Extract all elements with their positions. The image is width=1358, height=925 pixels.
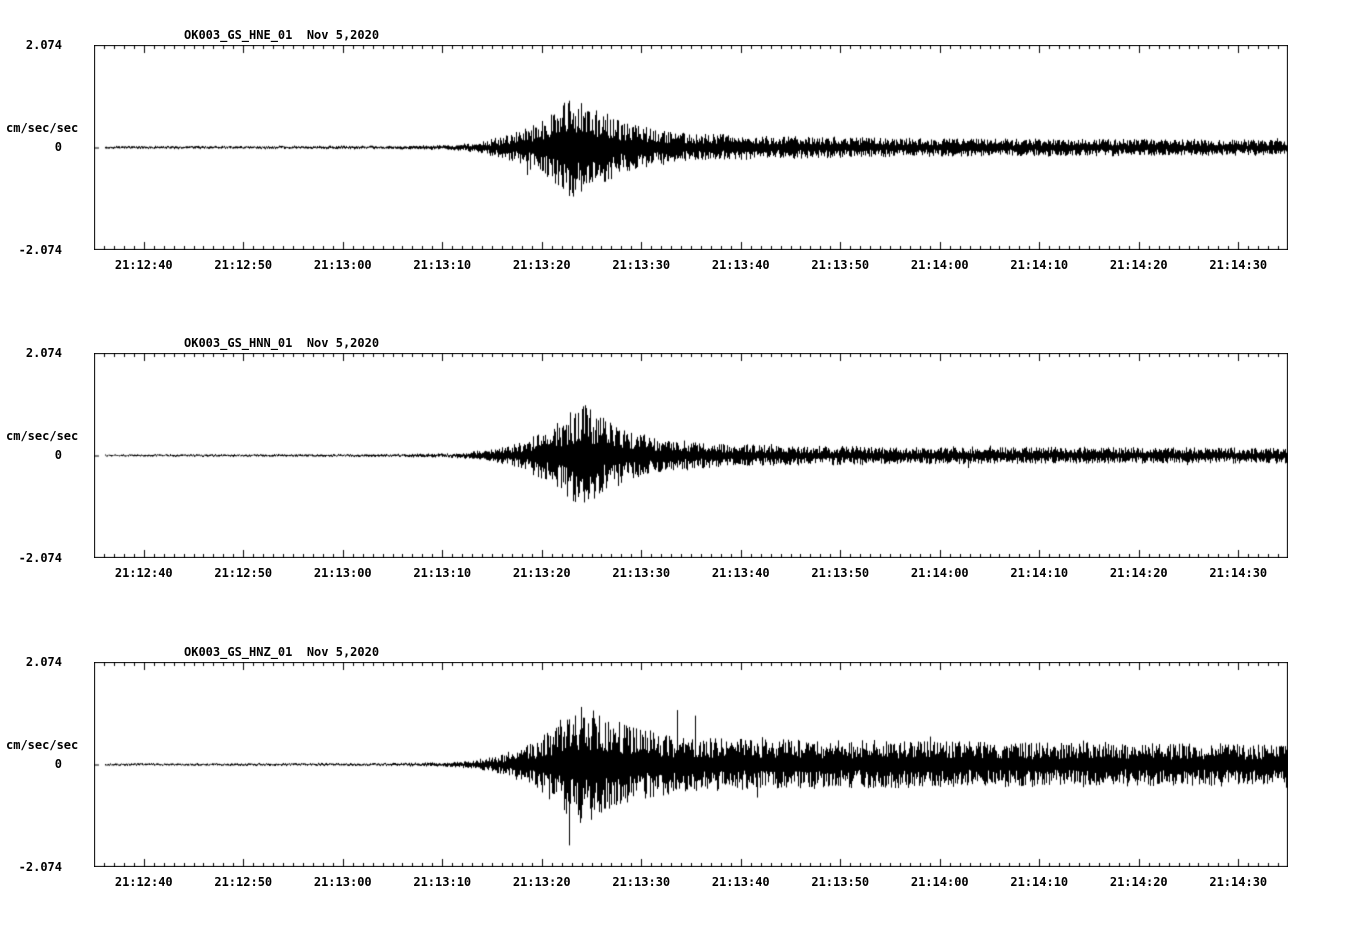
x-axis-tick-label: 21:13:40: [711, 875, 770, 889]
y-max-tick-label: 2.074: [25, 38, 62, 52]
x-axis-tick-label: 21:13:30: [612, 875, 671, 889]
y-axis-unit-label: cm/sec/sec: [6, 121, 79, 135]
x-axis-tick-label: 21:13:40: [711, 258, 770, 272]
x-axis-tick-label: 21:14:30: [1209, 258, 1268, 272]
seismogram-panel-hne: OK003_GS_HNE_01 Nov 5,2020 2.074 cm/sec/…: [0, 0, 1358, 308]
y-zero-tick-label: 0: [54, 140, 62, 154]
y-min-tick-label: -2.074: [18, 243, 62, 257]
x-axis-tick-label: 21:14:20: [1109, 875, 1168, 889]
x-axis-tick-label: 21:14:30: [1209, 566, 1268, 580]
x-axis-tick-label: 21:12:40: [114, 566, 173, 580]
x-axis-tick-label: 21:14:00: [910, 258, 969, 272]
trace-title: OK003_GS_HNZ_01 Nov 5,2020: [184, 645, 380, 659]
y-max-tick-label: 2.074: [25, 655, 62, 669]
x-axis-tick-label: 21:13:10: [413, 258, 472, 272]
waveform-canvas-hnz: [94, 662, 1288, 867]
plot-area: [94, 353, 1288, 558]
x-axis-tick-label: 21:14:00: [910, 875, 969, 889]
x-axis-tick-label: 21:13:00: [313, 258, 372, 272]
waveform-canvas-hnn: [94, 353, 1288, 558]
x-axis-labels: 21:12:40 21:12:50 21:13:00 21:13:10 21:13:20…: [0, 875, 1358, 891]
trace-title: OK003_GS_HNN_01 Nov 5,2020: [184, 336, 380, 350]
y-axis-unit-label: cm/sec/sec: [6, 738, 79, 752]
x-axis-tick-label: 21:13:20: [512, 566, 571, 580]
x-axis-tick-label: 21:13:20: [512, 875, 571, 889]
seismogram-panel-hnn: OK003_GS_HNN_01 Nov 5,2020 2.074 cm/sec/…: [0, 308, 1358, 616]
x-axis-tick-label: 21:12:50: [214, 875, 273, 889]
x-axis-tick-label: 21:13:10: [413, 566, 472, 580]
x-axis-tick-label: 21:13:00: [313, 875, 372, 889]
x-axis-tick-label: 21:13:50: [811, 566, 870, 580]
x-axis-tick-label: 21:14:00: [910, 566, 969, 580]
x-axis-tick-label: 21:14:20: [1109, 258, 1168, 272]
x-axis-tick-label: 21:12:40: [114, 875, 173, 889]
y-min-tick-label: -2.074: [18, 551, 62, 565]
x-axis-tick-label: 21:12:50: [214, 258, 273, 272]
y-max-tick-label: 2.074: [25, 346, 62, 360]
x-axis-tick-label: 21:14:10: [1010, 258, 1069, 272]
waveform-canvas-hne: [94, 45, 1288, 250]
x-axis-tick-label: 21:14:10: [1010, 566, 1069, 580]
x-axis-tick-label: 21:12:50: [214, 566, 273, 580]
y-min-tick-label: -2.074: [18, 860, 62, 874]
x-axis-labels: 21:12:40 21:12:50 21:13:00 21:13:10 21:13:20…: [0, 258, 1358, 274]
x-axis-tick-label: 21:12:40: [114, 258, 173, 272]
plot-area: [94, 45, 1288, 250]
x-axis-tick-label: 21:14:30: [1209, 875, 1268, 889]
x-axis-tick-label: 21:13:30: [612, 566, 671, 580]
x-axis-tick-label: 21:14:20: [1109, 566, 1168, 580]
y-zero-tick-label: 0: [54, 448, 62, 462]
seismogram-panel-hnz: OK003_GS_HNZ_01 Nov 5,2020 2.074 cm/sec/…: [0, 617, 1358, 925]
x-axis-tick-label: 21:13:50: [811, 875, 870, 889]
x-axis-tick-label: 21:13:20: [512, 258, 571, 272]
x-axis-tick-label: 21:13:30: [612, 258, 671, 272]
trace-title: OK003_GS_HNE_01 Nov 5,2020: [184, 28, 380, 42]
x-axis-tick-label: 21:13:00: [313, 566, 372, 580]
y-zero-tick-label: 0: [54, 757, 62, 771]
plot-area: [94, 662, 1288, 867]
x-axis-labels: 21:12:40 21:12:50 21:13:00 21:13:10 21:13:20…: [0, 566, 1358, 582]
x-axis-tick-label: 21:13:50: [811, 258, 870, 272]
y-axis-unit-label: cm/sec/sec: [6, 429, 79, 443]
x-axis-tick-label: 21:14:10: [1010, 875, 1069, 889]
x-axis-tick-label: 21:13:10: [413, 875, 472, 889]
x-axis-tick-label: 21:13:40: [711, 566, 770, 580]
